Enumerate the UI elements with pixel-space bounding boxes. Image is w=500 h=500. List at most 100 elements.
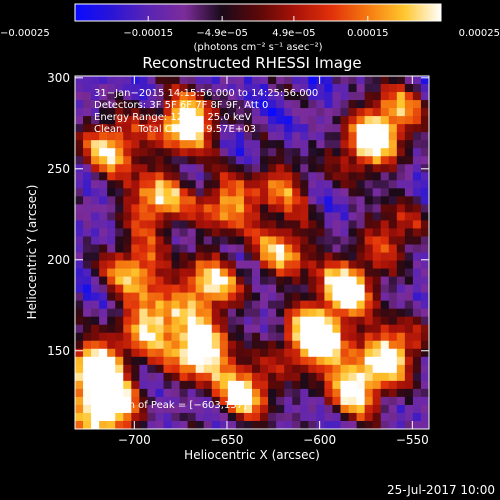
heatmap-cell xyxy=(131,364,140,374)
heatmap-cell xyxy=(147,92,156,101)
heatmap-cell xyxy=(260,132,269,141)
heatmap-cell xyxy=(171,276,180,285)
heatmap-cell xyxy=(155,116,164,125)
heatmap-cell xyxy=(91,356,100,366)
heatmap-cell xyxy=(324,316,333,326)
heatmap-cell xyxy=(99,396,108,406)
heatmap-cell xyxy=(308,420,317,430)
heatmap-cell xyxy=(284,380,293,390)
heatmap-cell xyxy=(211,332,221,342)
heatmap-cell xyxy=(396,124,406,133)
heatmap-cell xyxy=(252,372,261,382)
heatmap-cell xyxy=(83,92,92,101)
heatmap-cell xyxy=(179,284,189,294)
heatmap-cell xyxy=(260,108,269,117)
heatmap-cell xyxy=(187,156,197,165)
heatmap-cell xyxy=(203,316,213,326)
heatmap-cell xyxy=(380,276,390,285)
heatmap-cell xyxy=(243,108,253,117)
heatmap-cell xyxy=(372,348,382,358)
heatmap-cell xyxy=(219,92,229,101)
heatmap-cell xyxy=(107,404,116,414)
heatmap-cell xyxy=(260,212,269,221)
heatmap-cell xyxy=(260,268,269,277)
heatmap-cell xyxy=(420,332,430,342)
heatmap-cell xyxy=(252,316,261,326)
heatmap-cell xyxy=(123,164,132,173)
heatmap-cell xyxy=(364,396,374,406)
heatmap-cell xyxy=(195,212,205,221)
heatmap-cell xyxy=(243,356,253,366)
heatmap-cell xyxy=(227,180,237,189)
heatmap-cell xyxy=(203,244,213,253)
heatmap-cell xyxy=(107,356,116,366)
heatmap-cell xyxy=(404,140,414,149)
heatmap-cell xyxy=(364,332,374,342)
heatmap-cell xyxy=(364,244,374,253)
heatmap-cell xyxy=(388,308,398,318)
heatmap-cell xyxy=(235,180,245,189)
heatmap-cell xyxy=(227,236,237,245)
heatmap-cell xyxy=(380,396,390,406)
heatmap-cell xyxy=(420,100,430,109)
colorbar-tick-label: 0.00015 xyxy=(347,28,388,39)
heatmap-cell xyxy=(340,332,349,342)
heatmap-cell xyxy=(380,148,390,157)
heatmap-cell xyxy=(252,364,261,374)
heatmap-cell xyxy=(420,276,430,285)
heatmap-cell xyxy=(420,196,430,205)
heatmap-cell xyxy=(107,276,116,285)
heatmap-cell xyxy=(171,76,180,85)
heatmap-cell xyxy=(348,132,357,141)
heatmap-cell xyxy=(332,140,341,149)
heatmap-cell xyxy=(131,140,140,149)
heatmap-cell xyxy=(364,380,374,390)
heatmap-cell xyxy=(235,204,245,213)
heatmap-cell xyxy=(163,148,172,157)
heatmap-cell xyxy=(171,84,180,93)
heatmap-cell xyxy=(227,276,237,285)
heatmap-cell xyxy=(276,388,285,398)
heatmap-cell xyxy=(195,76,205,85)
heatmap-cell xyxy=(99,300,108,310)
heatmap-cell xyxy=(372,356,382,366)
heatmap-cell xyxy=(364,172,374,181)
heatmap-cell xyxy=(260,324,269,334)
heatmap-cell xyxy=(332,228,341,237)
heatmap-cell xyxy=(155,332,164,342)
heatmap-cell xyxy=(380,196,390,205)
heatmap-cell xyxy=(292,364,301,374)
heatmap-cell xyxy=(195,276,205,285)
heatmap-cell xyxy=(292,76,301,85)
heatmap-cell xyxy=(412,404,422,414)
heatmap-cell xyxy=(372,324,382,334)
colorbar-unit-label: (photons cm⁻² s⁻¹ asec⁻²) xyxy=(193,42,322,53)
heatmap-cell xyxy=(372,372,382,382)
heatmap-cell xyxy=(308,300,317,310)
heatmap-cell xyxy=(123,388,132,398)
heatmap-cell xyxy=(123,404,132,414)
heatmap-cell xyxy=(203,420,213,430)
heatmap-cell xyxy=(404,260,414,269)
heatmap-cell xyxy=(300,268,309,277)
heatmap-cell xyxy=(396,380,406,390)
heatmap-cell xyxy=(260,140,269,149)
heatmap-cell xyxy=(388,188,398,197)
heatmap-cell xyxy=(276,284,285,294)
heatmap-cell xyxy=(268,244,277,253)
heatmap-cell xyxy=(219,268,229,277)
heatmap-cell xyxy=(171,124,180,133)
heatmap-cell xyxy=(380,228,390,237)
heatmap-cell xyxy=(348,188,357,197)
heatmap-cell xyxy=(300,76,309,85)
heatmap-cell xyxy=(324,148,333,157)
heatmap-cell xyxy=(187,292,197,302)
heatmap-cell xyxy=(276,268,285,277)
heatmap-cell xyxy=(203,300,213,310)
heatmap-cell xyxy=(203,380,213,390)
heatmap-cell xyxy=(227,220,237,229)
heatmap-cell xyxy=(155,316,164,326)
heatmap-cell xyxy=(404,348,414,358)
heatmap-cell xyxy=(235,220,245,229)
heatmap-cell xyxy=(404,172,414,181)
